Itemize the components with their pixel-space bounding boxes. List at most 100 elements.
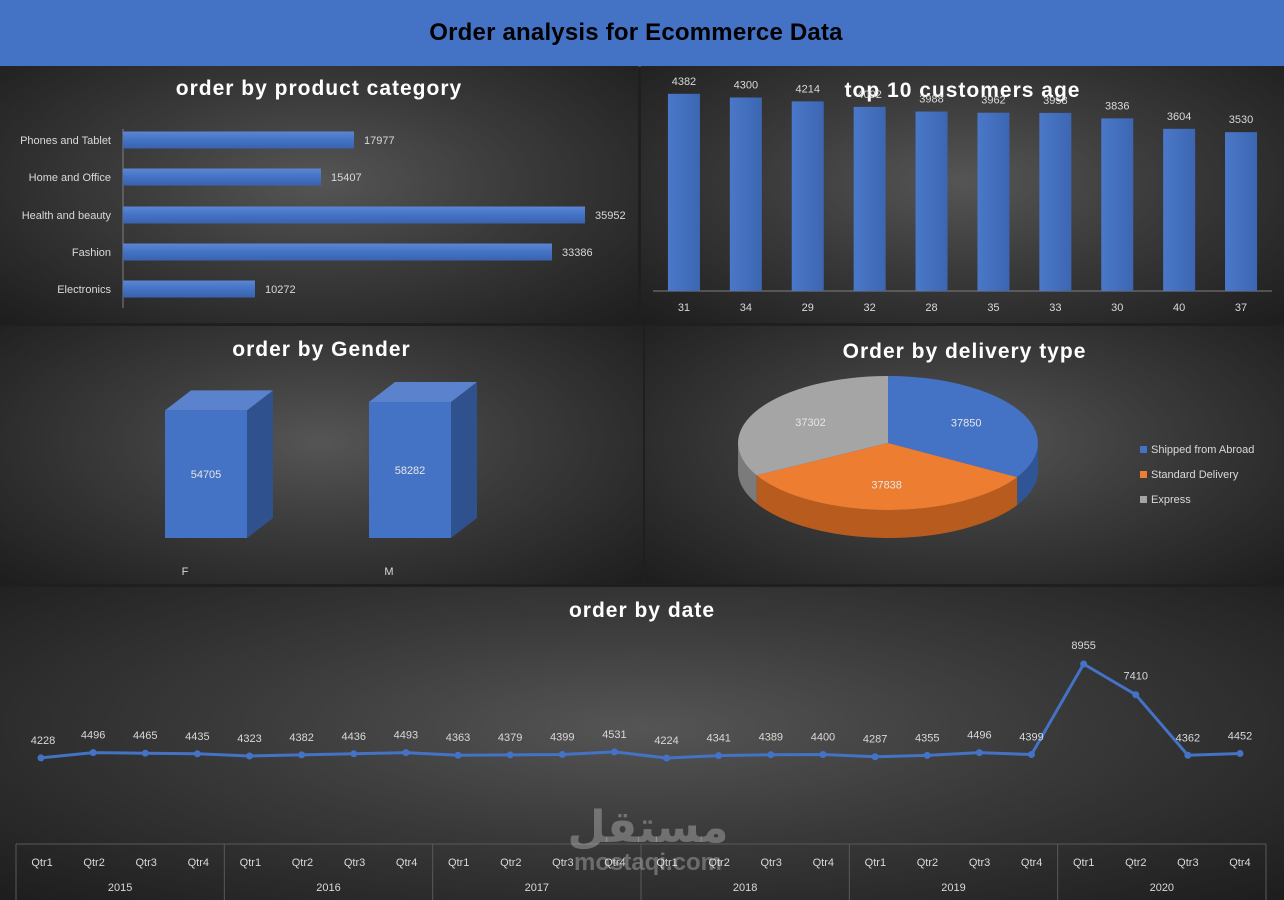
delivery-legend-label: Standard Delivery: [1151, 469, 1239, 481]
date-data-label: 4382: [289, 732, 313, 744]
delivery-legend-label: Express: [1151, 494, 1191, 506]
date-quarter-label: Qtr1: [240, 857, 261, 869]
date-quarter-label: Qtr1: [448, 857, 469, 869]
date-data-label: 4452: [1228, 730, 1252, 742]
age-chart: 4382 31 4300 34 4214 29 4092 32 3988 28 3962 35 3958…: [653, 76, 1272, 314]
date-quarter-label: Qtr4: [188, 857, 209, 869]
delivery-legend-swatch: [1140, 496, 1147, 503]
category-chart: Phones and Tablet 17977 Home and Office 154…: [20, 129, 626, 308]
date-point: [454, 751, 462, 759]
age-bar: [1039, 112, 1072, 291]
date-data-label: 4399: [550, 732, 574, 744]
date-quarter-label: Qtr3: [969, 857, 990, 869]
date-quarter-label: Qtr3: [552, 857, 573, 869]
date-point: [975, 749, 983, 757]
date-point: [767, 751, 775, 759]
delivery-chart-title: Order by delivery type: [842, 340, 1087, 363]
delivery-data-label: 37838: [871, 480, 902, 492]
gender-chart-title: order by Gender: [232, 338, 411, 361]
category-tick-label: Home and Office: [29, 172, 111, 184]
category-data-label: 33386: [562, 247, 593, 259]
age-tick-label: 32: [864, 302, 876, 314]
date-quarter-label: Qtr3: [761, 857, 782, 869]
gender-bar: [165, 410, 247, 538]
gender-bar-top: [165, 390, 273, 411]
age-bar: [667, 93, 700, 291]
date-point: [923, 751, 931, 759]
delivery-data-label: 37302: [795, 417, 826, 429]
delivery-slice: [738, 376, 888, 476]
date-point: [558, 751, 566, 759]
category-panel: order by product category Phones and Tab…: [0, 66, 638, 323]
category-bar: [123, 131, 355, 149]
date-data-label: 4287: [863, 734, 887, 746]
date-quarter-label: Qtr2: [292, 857, 313, 869]
age-data-label: 3958: [1043, 95, 1067, 107]
date-year-label: 2015: [108, 882, 132, 894]
date-point: [1080, 660, 1088, 668]
date-data-label: 4341: [706, 733, 730, 745]
age-data-label: 3604: [1167, 111, 1191, 123]
age-data-label: 3988: [919, 94, 943, 106]
date-point: [298, 751, 306, 759]
category-tick-label: Electronics: [57, 284, 111, 296]
gender-panel: order by Gender 54705 F 58282 M: [0, 326, 643, 584]
date-data-label: 4399: [1019, 732, 1043, 744]
age-tick-label: 34: [740, 302, 752, 314]
date-quarter-label: Qtr2: [83, 857, 104, 869]
date-quarter-label: Qtr4: [1021, 857, 1042, 869]
date-data-label: 4493: [394, 730, 418, 742]
date-data-label: 4379: [498, 732, 522, 744]
category-bar: [123, 168, 321, 186]
date-data-label: 4224: [654, 735, 678, 747]
age-tick-label: 37: [1235, 302, 1247, 314]
date-point: [37, 754, 45, 762]
date-point: [819, 751, 827, 759]
date-point: [89, 749, 97, 757]
date-quarter-label: Qtr4: [1229, 857, 1250, 869]
date-point: [871, 753, 879, 761]
date-year-label: 2016: [316, 882, 340, 894]
date-data-label: 8955: [1071, 640, 1095, 652]
date-series-line: [40, 662, 1241, 760]
age-tick-label: 33: [1049, 302, 1061, 314]
age-bar: [729, 97, 762, 291]
gender-data-label: 54705: [191, 469, 222, 481]
date-data-label: 4389: [759, 732, 783, 744]
delivery-slice: [888, 376, 1038, 478]
delivery-legend-swatch: [1140, 471, 1147, 478]
age-tick-label: 40: [1173, 302, 1185, 314]
age-bar: [977, 112, 1010, 292]
delivery-legend-swatch: [1140, 446, 1147, 453]
category-bar: [123, 280, 255, 298]
age-bar: [1101, 118, 1134, 291]
date-data-label: 4355: [915, 732, 939, 744]
date-chart: 4228 4496 4465 4435 4323 4382 4436 4493 4363 4379…: [15, 640, 1267, 900]
date-quarter-label: Qtr3: [136, 857, 157, 869]
age-data-label: 4382: [672, 76, 696, 88]
date-point: [663, 754, 671, 762]
age-tick-label: 31: [678, 302, 690, 314]
gender-bar-top: [369, 382, 477, 402]
age-data-label: 4214: [796, 83, 820, 95]
category-tick-label: Phones and Tablet: [20, 135, 111, 147]
date-point: [402, 749, 410, 757]
age-tick-label: 28: [925, 302, 937, 314]
date-chart-title: order by date: [568, 599, 716, 622]
gender-bar: [369, 402, 451, 538]
gender-tick-label: F: [182, 566, 189, 578]
date-quarter-label: Qtr3: [1177, 857, 1198, 869]
age-data-label: 3836: [1105, 100, 1129, 112]
date-point: [506, 751, 514, 759]
date-panel: order by date 4228 4496 4465 4435 4323 4382 44…: [0, 587, 1284, 900]
date-quarter-label: Qtr2: [708, 857, 729, 869]
age-data-label: 3962: [981, 95, 1005, 107]
category-tick-label: Health and beauty: [22, 210, 112, 222]
date-point: [1236, 749, 1244, 757]
gender-bar-side: [451, 382, 477, 538]
delivery-data-label: 37850: [951, 417, 982, 429]
date-year-label: 2019: [941, 882, 965, 894]
category-data-label: 35952: [595, 210, 626, 222]
date-data-label: 4362: [1176, 732, 1200, 744]
date-data-label: 4323: [237, 733, 261, 745]
